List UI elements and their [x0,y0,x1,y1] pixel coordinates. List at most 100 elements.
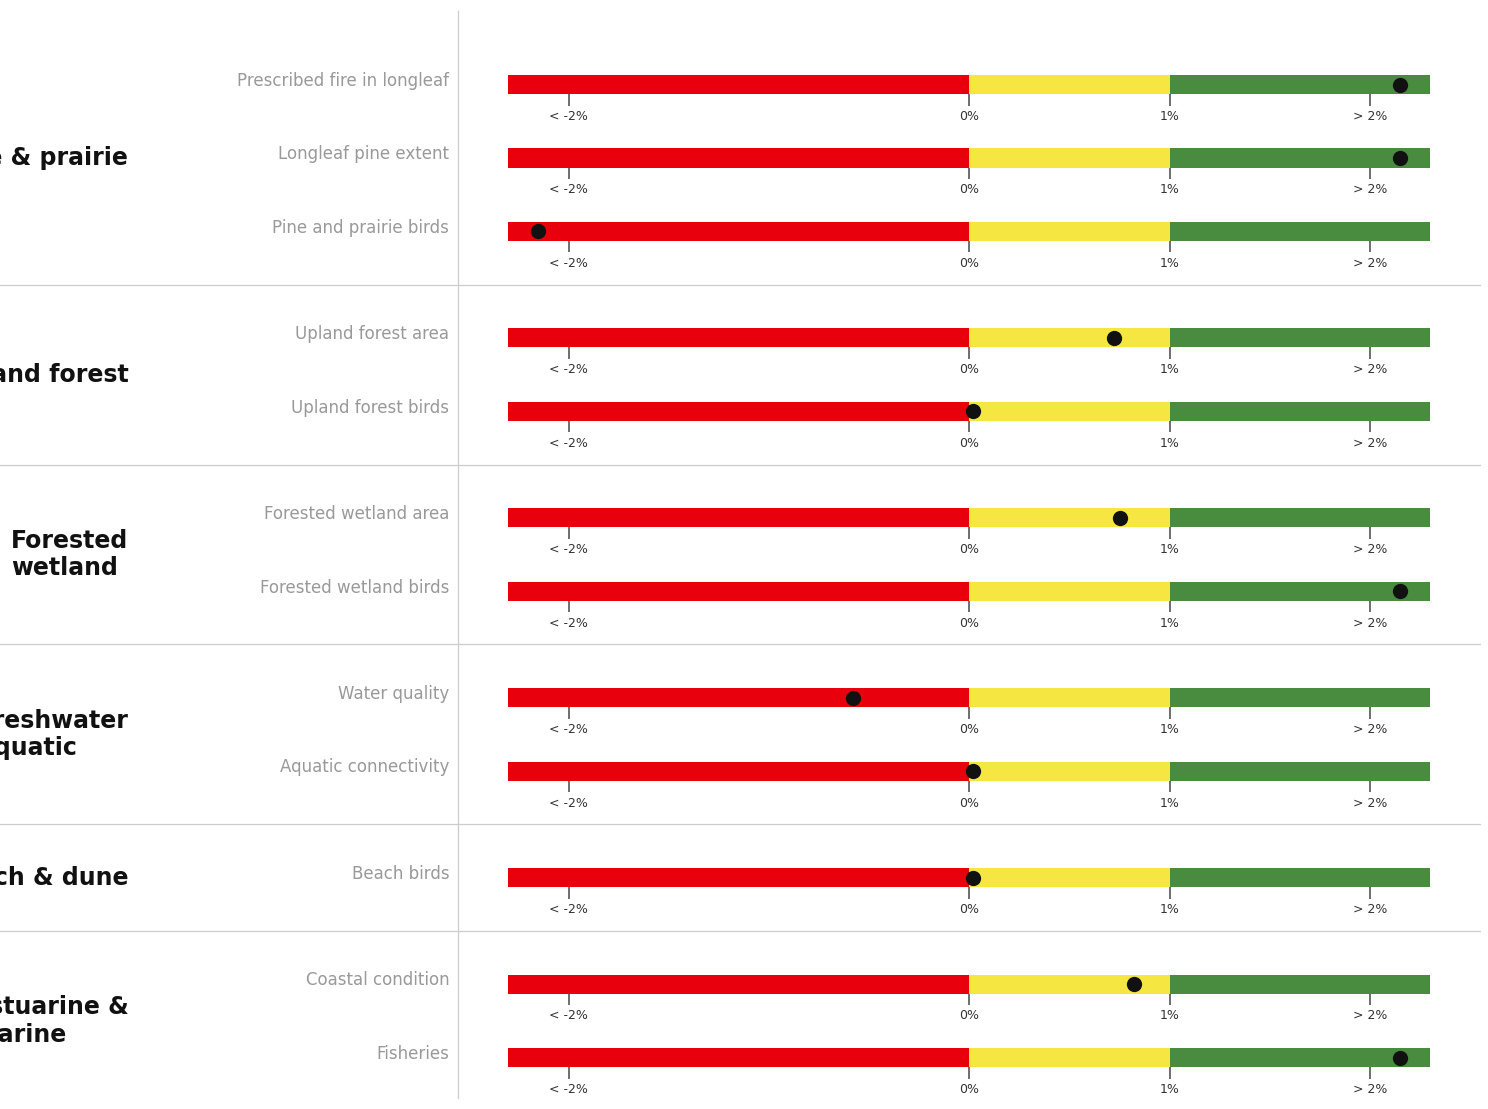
Text: 1%: 1% [1161,617,1180,630]
Text: 1%: 1% [1161,364,1180,376]
Bar [509,975,969,994]
Text: Pine and prairie birds: Pine and prairie birds [272,218,449,236]
Bar [969,762,1170,781]
Text: > 2%: > 2% [1353,543,1387,557]
Text: < -2%: < -2% [549,617,588,630]
Text: > 2%: > 2% [1353,1082,1387,1096]
Bar [969,868,1170,887]
Bar [1170,582,1430,601]
Text: > 2%: > 2% [1353,903,1387,916]
Bar [969,222,1170,241]
Text: > 2%: > 2% [1353,110,1387,123]
Bar [969,975,1170,994]
Bar [1170,975,1430,994]
Bar [1170,868,1430,887]
Text: Estuarine &
marine: Estuarine & marine [0,995,128,1047]
Text: 1%: 1% [1161,723,1180,736]
Text: Fisheries: Fisheries [376,1045,449,1062]
Bar [969,328,1170,347]
Text: 1%: 1% [1161,903,1180,916]
Bar [509,328,969,347]
Text: < -2%: < -2% [549,796,588,810]
Text: Beach birds: Beach birds [351,865,449,883]
Text: Freshwater
aquatic: Freshwater aquatic [0,709,128,761]
Text: 0%: 0% [960,723,979,736]
Text: < -2%: < -2% [549,257,588,269]
Text: > 2%: > 2% [1353,796,1387,810]
Bar [509,508,969,528]
Text: 1%: 1% [1161,1009,1180,1022]
Bar [509,762,969,781]
Text: 0%: 0% [960,903,979,916]
Bar [969,689,1170,708]
Bar [1170,222,1430,241]
Text: < -2%: < -2% [549,903,588,916]
Text: > 2%: > 2% [1353,723,1387,736]
Text: < -2%: < -2% [549,1082,588,1096]
Text: Pine & prairie: Pine & prairie [0,146,128,170]
Text: Upland forest birds: Upland forest birds [292,398,449,417]
Bar [509,401,969,420]
Bar [1170,149,1430,167]
Text: < -2%: < -2% [549,1009,588,1022]
Bar [1170,75,1430,94]
Text: 1%: 1% [1161,183,1180,196]
Text: Upland forest area: Upland forest area [295,325,449,343]
Bar [1170,689,1430,708]
Bar [969,1048,1170,1067]
Text: 0%: 0% [960,796,979,810]
Bar [969,401,1170,420]
Text: 0%: 0% [960,364,979,376]
Bar [969,508,1170,528]
Bar [509,75,969,94]
Bar [509,1048,969,1067]
Text: 1%: 1% [1161,437,1180,450]
Text: Upland forest: Upland forest [0,363,128,387]
Text: < -2%: < -2% [549,723,588,736]
Text: Beach & dune: Beach & dune [0,866,128,889]
Text: > 2%: > 2% [1353,437,1387,450]
Text: 1%: 1% [1161,257,1180,269]
Bar [1170,328,1430,347]
Text: Water quality: Water quality [338,685,449,703]
Text: Longleaf pine extent: Longleaf pine extent [278,145,449,163]
Bar [1170,762,1430,781]
Bar [509,868,969,887]
Text: > 2%: > 2% [1353,183,1387,196]
Bar [509,689,969,708]
Text: 1%: 1% [1161,796,1180,810]
Text: 1%: 1% [1161,543,1180,557]
Text: Prescribed fire in longleaf: Prescribed fire in longleaf [237,72,449,90]
Text: > 2%: > 2% [1353,1009,1387,1022]
Text: Coastal condition: Coastal condition [305,971,449,989]
Text: 0%: 0% [960,183,979,196]
Bar [1170,508,1430,528]
Bar [509,149,969,167]
Text: < -2%: < -2% [549,364,588,376]
Text: < -2%: < -2% [549,183,588,196]
Text: 0%: 0% [960,437,979,450]
Text: 0%: 0% [960,617,979,630]
Text: > 2%: > 2% [1353,364,1387,376]
Text: 0%: 0% [960,110,979,123]
Bar [969,75,1170,94]
Text: 0%: 0% [960,257,979,269]
Text: < -2%: < -2% [549,110,588,123]
Bar [1170,1048,1430,1067]
Bar [509,582,969,601]
Text: 1%: 1% [1161,110,1180,123]
Text: Forested
wetland: Forested wetland [10,529,128,580]
Text: < -2%: < -2% [549,437,588,450]
Text: 0%: 0% [960,1009,979,1022]
Text: 0%: 0% [960,543,979,557]
Text: > 2%: > 2% [1353,617,1387,630]
Text: > 2%: > 2% [1353,257,1387,269]
Bar [969,582,1170,601]
Bar [969,149,1170,167]
Bar [509,222,969,241]
Bar [1170,401,1430,420]
Text: Aquatic connectivity: Aquatic connectivity [280,759,449,776]
Text: Forested wetland birds: Forested wetland birds [260,579,449,597]
Text: < -2%: < -2% [549,543,588,557]
Text: 1%: 1% [1161,1082,1180,1096]
